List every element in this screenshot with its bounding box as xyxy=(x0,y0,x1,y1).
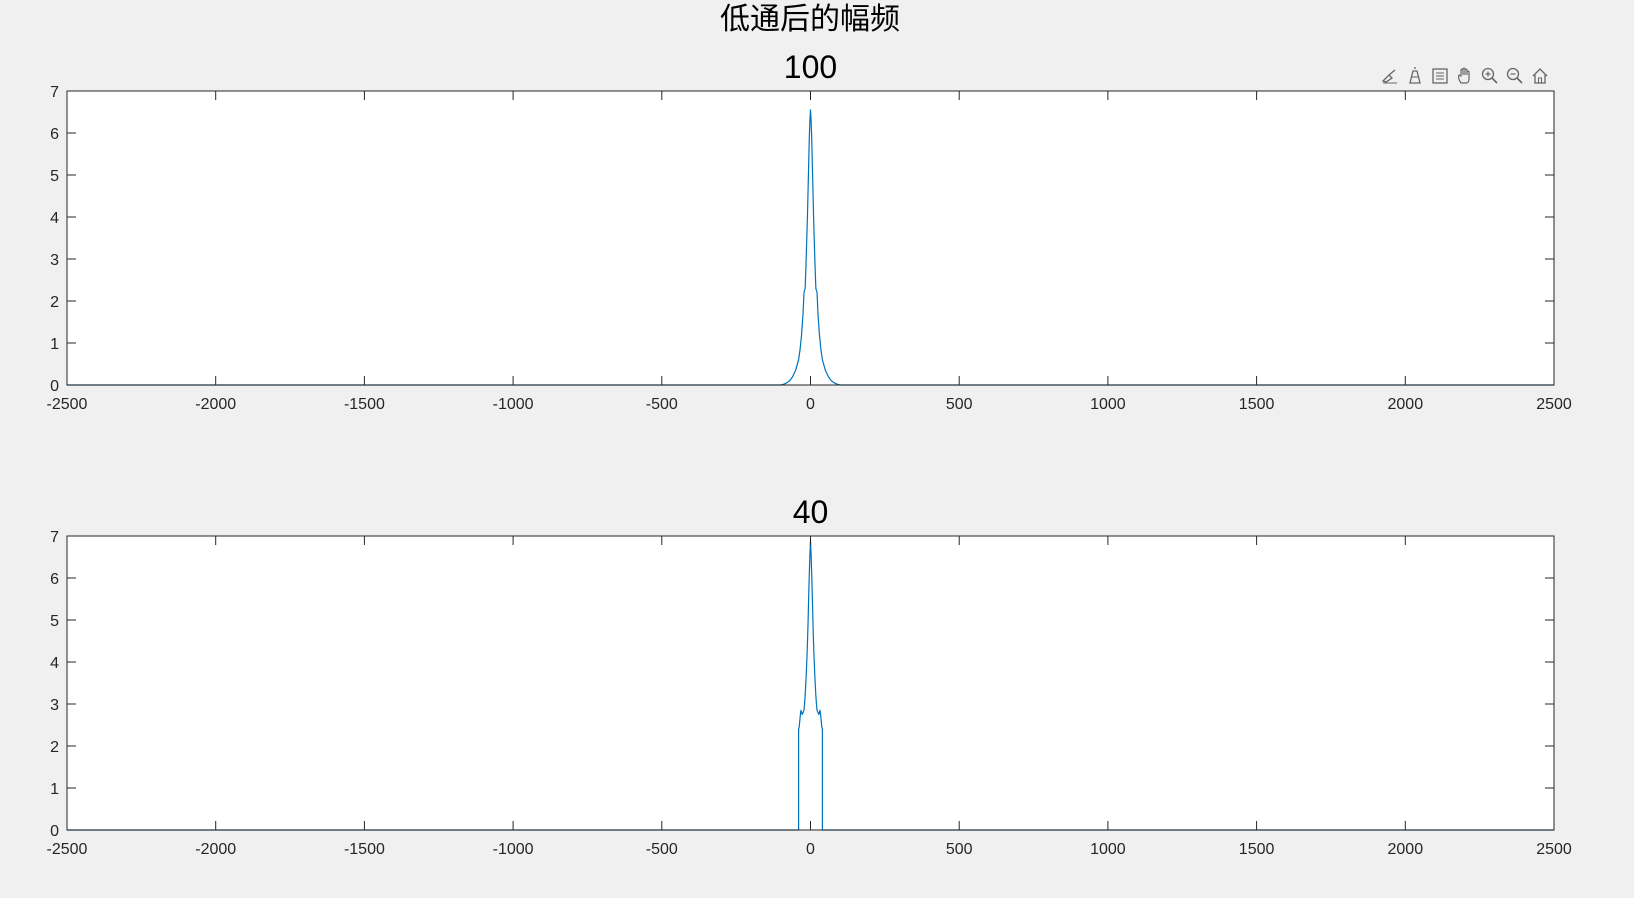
y-tick-label: 3 xyxy=(50,252,59,269)
data-cursor-button[interactable] xyxy=(1403,64,1426,87)
x-tick-label: 2500 xyxy=(1536,841,1572,858)
insert-legend-icon xyxy=(1431,67,1448,84)
x-tick-label: -2000 xyxy=(195,841,236,858)
x-tick-label: 2500 xyxy=(1536,396,1572,413)
axes-background xyxy=(67,91,1554,385)
y-tick-label: 7 xyxy=(50,84,59,101)
axes-background xyxy=(67,536,1554,830)
x-tick-label: -2000 xyxy=(195,396,236,413)
y-tick-label: 4 xyxy=(50,210,59,227)
y-tick-label: 6 xyxy=(50,126,59,143)
y-tick-label: 5 xyxy=(50,613,59,630)
pan-button[interactable] xyxy=(1453,64,1476,87)
x-tick-label: 0 xyxy=(806,841,815,858)
series-line-1 xyxy=(67,109,1554,386)
y-tick-label: 7 xyxy=(50,529,59,546)
x-tick-label: -1000 xyxy=(493,396,534,413)
y-tick-label: 1 xyxy=(50,336,59,353)
y-tick-label: 0 xyxy=(50,823,59,840)
x-tick-label: 0 xyxy=(806,396,815,413)
y-tick-label: 4 xyxy=(50,655,59,672)
data-cursor-icon xyxy=(1408,66,1421,84)
x-tick-label: -500 xyxy=(646,396,678,413)
y-tick-label: 3 xyxy=(50,697,59,714)
x-tick-label: -2500 xyxy=(47,841,88,858)
x-tick-label: 1500 xyxy=(1239,841,1275,858)
brush-button[interactable] xyxy=(1378,64,1401,87)
x-tick-label: 1000 xyxy=(1090,841,1126,858)
subplot-title: 40 xyxy=(793,494,829,530)
zoom-in-icon xyxy=(1481,67,1498,84)
x-tick-label: -500 xyxy=(646,841,678,858)
x-tick-label: -1500 xyxy=(344,396,385,413)
subplot-title: 100 xyxy=(784,49,837,85)
insert-legend-button[interactable] xyxy=(1428,64,1451,87)
x-tick-label: -1000 xyxy=(493,841,534,858)
x-tick-label: 1000 xyxy=(1090,396,1126,413)
x-tick-label: 500 xyxy=(946,396,973,413)
zoom-out-icon xyxy=(1506,67,1523,84)
zoom-out-button[interactable] xyxy=(1503,64,1526,87)
y-tick-label: 0 xyxy=(50,378,59,395)
home-button[interactable] xyxy=(1528,64,1551,87)
home-icon xyxy=(1532,67,1547,84)
x-tick-label: -2500 xyxy=(47,396,88,413)
pan-icon xyxy=(1457,67,1470,84)
y-tick-label: 6 xyxy=(50,571,59,588)
x-tick-label: 1500 xyxy=(1239,396,1275,413)
figure-title: 低通后的幅频 xyxy=(720,2,900,37)
brush-icon xyxy=(1381,69,1397,83)
y-tick-label: 2 xyxy=(50,739,59,756)
x-tick-label: 2000 xyxy=(1388,841,1424,858)
x-tick-label: 2000 xyxy=(1388,396,1424,413)
axes-toolbar xyxy=(1378,64,1551,90)
y-tick-label: 2 xyxy=(50,294,59,311)
zoom-in-button[interactable] xyxy=(1478,64,1501,87)
x-tick-label: 500 xyxy=(946,841,973,858)
y-tick-label: 5 xyxy=(50,168,59,185)
y-tick-label: 1 xyxy=(50,781,59,798)
x-tick-label: -1500 xyxy=(344,841,385,858)
